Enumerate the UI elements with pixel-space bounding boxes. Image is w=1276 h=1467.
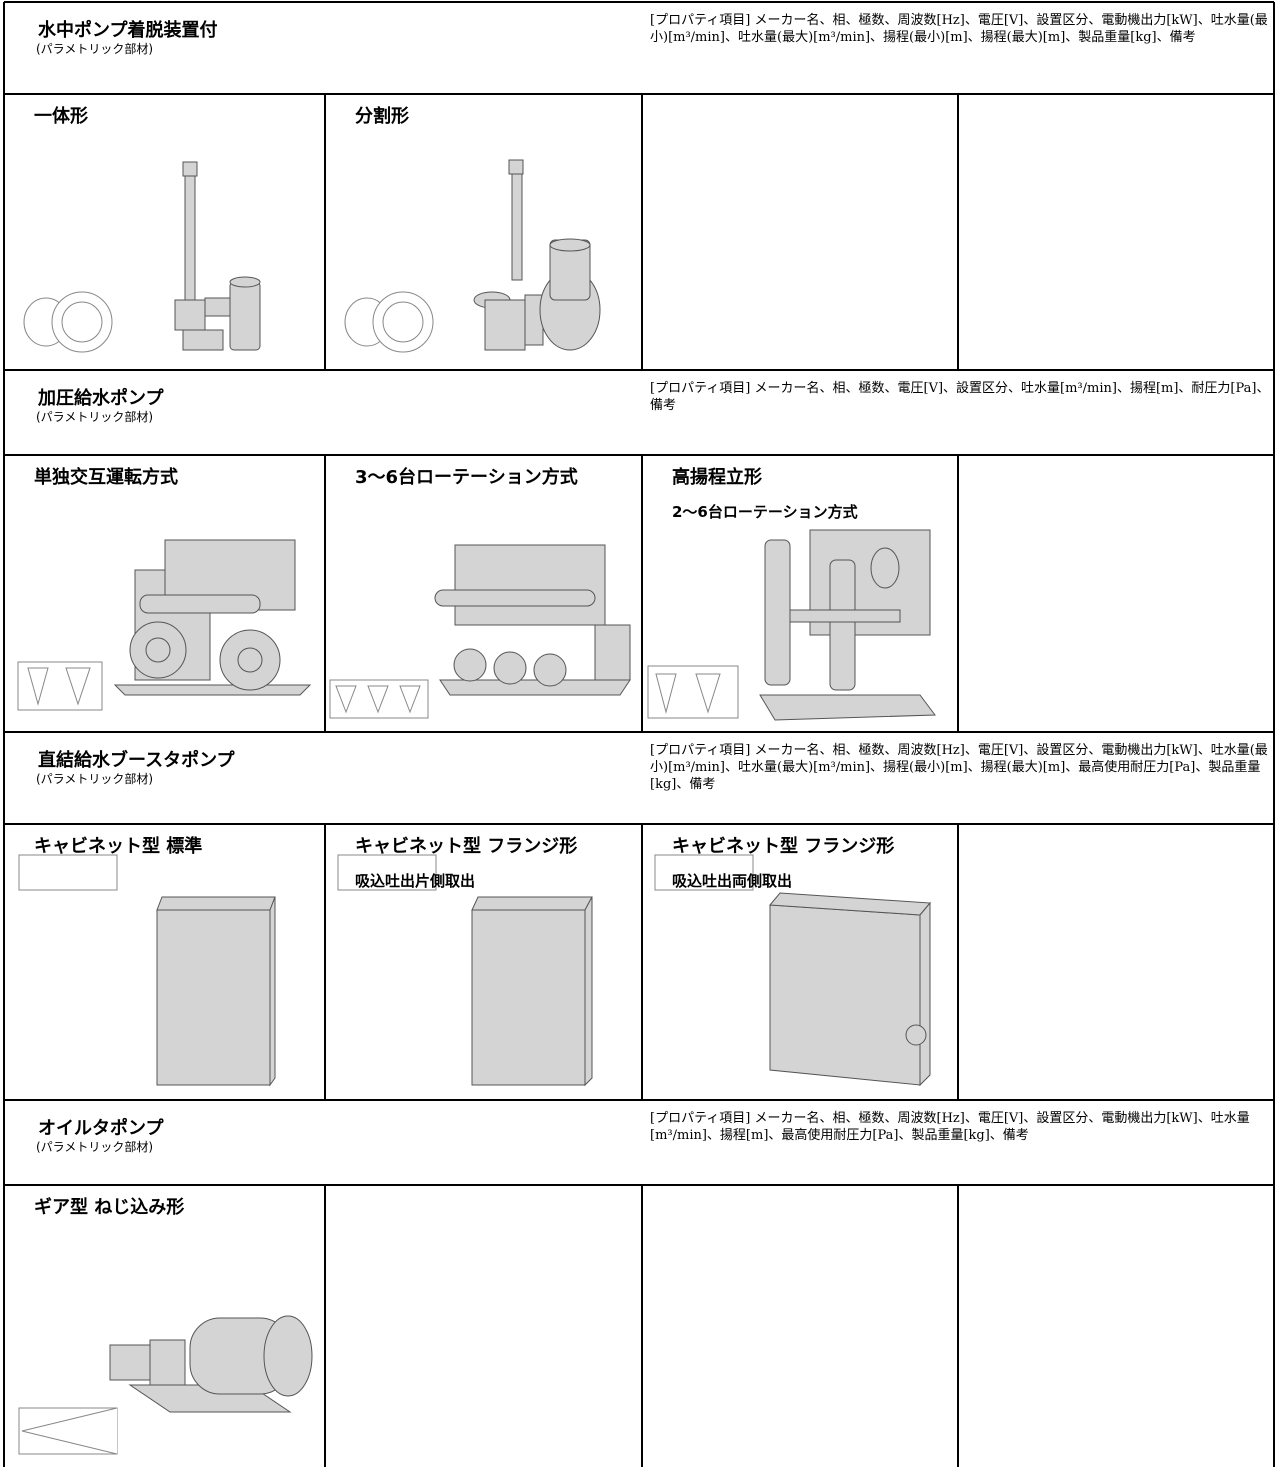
item-label: 3～6台ローテーション方式 <box>355 467 578 488</box>
item-sublabel: 吸込吐出両側取出 <box>672 872 793 890</box>
section-title: 直結給水ブースタポンプ <box>38 750 235 771</box>
cabinet-drawing <box>337 854 593 1087</box>
section-title: オイルタポンプ <box>38 1118 164 1139</box>
pump-drawing <box>23 161 261 353</box>
item-label: ギア型 ねじ込み形 <box>34 1197 185 1218</box>
properties-text: [プロパティ項目] メーカー名、相、極数、周波数[Hz]、電圧[V]、設置区分、… <box>650 743 1268 792</box>
table-borders <box>3 1 1275 1467</box>
cabinet-drawing <box>654 854 932 1087</box>
section-title: 水中ポンプ着脱装置付 <box>38 20 218 41</box>
properties-text: [プロパティ項目] メーカー名、相、極数、電圧[V]、設置区分、吐水量[m³/m… <box>650 381 1270 413</box>
section-title: 加圧給水ポンプ <box>38 388 164 409</box>
section-subtitle: (パラメトリック部材) <box>36 772 154 786</box>
item-label: 高揚程立形 <box>672 467 762 488</box>
oil-pump-drawing <box>18 1315 313 1455</box>
item-label: 単独交互運転方式 <box>34 467 178 488</box>
item-label: キャビネット型 フランジ形 <box>672 836 895 857</box>
pump-drawing <box>344 159 601 353</box>
item-label: 分割形 <box>355 106 409 127</box>
properties-text: [プロパティ項目] メーカー名、相、極数、周波数[Hz]、電圧[V]、設置区分、… <box>650 13 1268 45</box>
item-sublabel: 2～6台ローテーション方式 <box>672 503 858 521</box>
item-label: 一体形 <box>34 106 88 127</box>
item-label: キャビネット型 フランジ形 <box>355 836 578 857</box>
item-label: キャビネット型 標準 <box>34 836 203 857</box>
section-subtitle: (パラメトリック部材) <box>36 1140 154 1154</box>
cabinet-drawing <box>18 854 276 1087</box>
section-subtitle: (パラメトリック部材) <box>36 410 154 424</box>
section-subtitle: (パラメトリック部材) <box>36 42 154 56</box>
item-sublabel: 吸込吐出片側取出 <box>355 872 476 890</box>
booster-drawing <box>647 529 936 721</box>
booster-drawing <box>329 544 631 719</box>
properties-text: [プロパティ項目] メーカー名、相、極数、周波数[Hz]、電圧[V]、設置区分、… <box>650 1111 1250 1143</box>
booster-drawing <box>17 539 312 711</box>
